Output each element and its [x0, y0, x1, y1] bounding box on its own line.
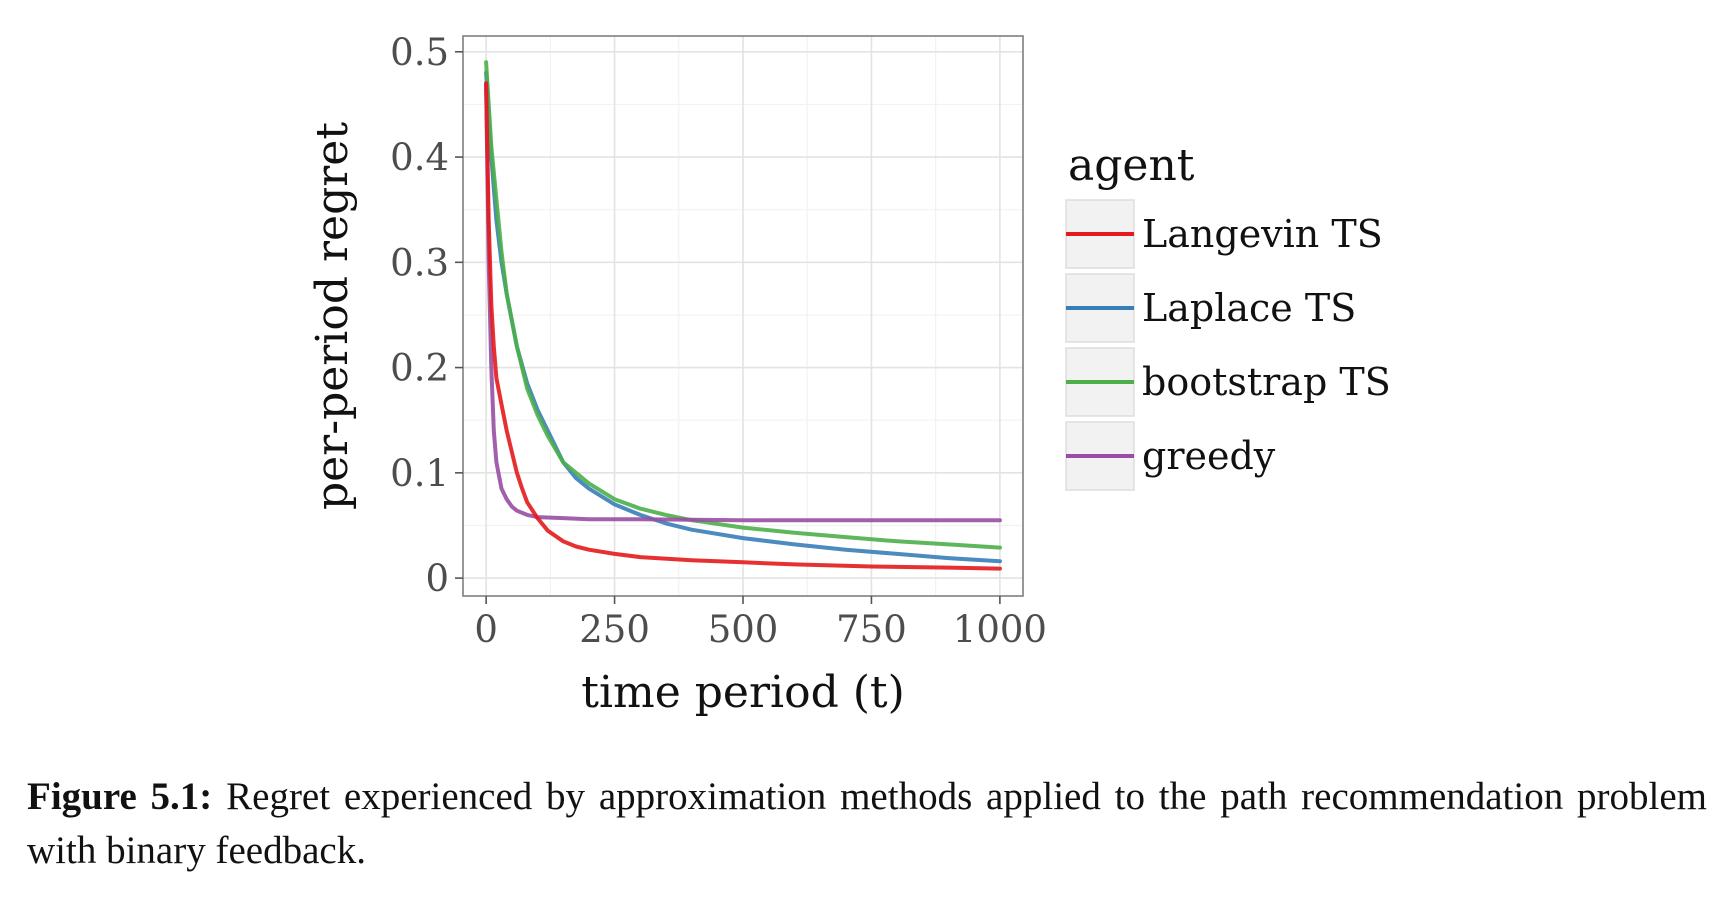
series-line-bootstrap-ts [484, 60, 1002, 550]
x-tick-label: 750 [836, 608, 907, 651]
x-tick-label: 1000 [953, 608, 1047, 651]
legend-label: Langevin TS [1142, 212, 1383, 256]
y-tick-label: 0.2 [390, 347, 449, 390]
x-axis-label: time period (t) [581, 667, 904, 718]
caption-label: Figure 5.1: [27, 775, 213, 818]
x-tick-label: 500 [708, 608, 779, 651]
y-tick-label: 0.5 [390, 31, 449, 74]
series-lines [484, 60, 1002, 571]
x-tick-label: 250 [579, 608, 650, 651]
x-tick-label: 0 [474, 608, 498, 651]
axes: 0 250 500 750 1000 0 0.1 0.2 0.3 0.4 0.5 [390, 31, 1047, 651]
y-tick-label: 0.1 [390, 452, 449, 495]
series-line-greedy [484, 81, 1002, 523]
legend: agent Langevin TS Laplace TS bootstrap TS g… [1065, 140, 1391, 491]
caption-text: Regret experienced by approximation meth… [27, 775, 1707, 872]
y-tick-label: 0.4 [390, 136, 449, 179]
series-line-langevin-ts [484, 81, 1002, 571]
y-tick-label: 0 [425, 557, 449, 600]
legend-label: bootstrap TS [1142, 360, 1391, 404]
legend-label: Laplace TS [1142, 286, 1356, 330]
y-tick-label: 0.3 [390, 241, 449, 284]
y-axis-label: per-period regret [307, 122, 358, 510]
legend-title: agent [1068, 140, 1195, 191]
legend-label: greedy [1142, 434, 1276, 478]
figure-caption: Figure 5.1: Regret experienced by approx… [27, 770, 1707, 878]
